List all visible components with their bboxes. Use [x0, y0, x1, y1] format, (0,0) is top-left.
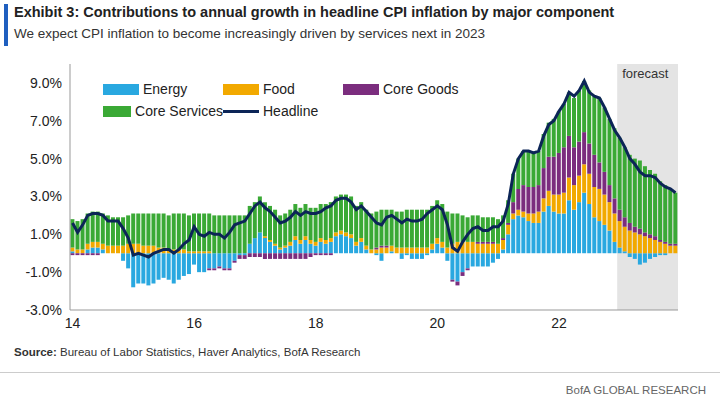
svg-text:16: 16: [186, 315, 202, 331]
svg-text:1.0%: 1.0%: [30, 226, 62, 242]
html-text:Source: Bureau of Labor Statis: Source: Bureau of Labor Statistics, Have…: [14, 346, 361, 358]
svg-text:3.0%: 3.0%: [30, 188, 62, 204]
svg-text:20: 20: [430, 315, 446, 331]
svg-text:7.0%: 7.0%: [30, 113, 62, 129]
svg-text:22: 22: [551, 315, 567, 331]
html-text:BofA GLOBAL RESEARCH: BofA GLOBAL RESEARCH: [565, 384, 706, 396]
svg-text:14: 14: [65, 315, 81, 331]
html-text:We expect CPI inflation to bec: We expect CPI inflation to become increa…: [14, 26, 485, 41]
svg-text:18: 18: [308, 315, 324, 331]
svg-text:-1.0%: -1.0%: [25, 264, 62, 280]
html-text:Core Goods: Core Goods: [383, 81, 459, 97]
svg-text:5.0%: 5.0%: [30, 151, 62, 167]
html-text:Food: Food: [263, 81, 295, 97]
svg-text:-3.0%: -3.0%: [25, 302, 62, 318]
svg-text:forecast: forecast: [622, 66, 669, 81]
html-text:Headline: Headline: [263, 103, 319, 119]
html-text:Energy: Energy: [143, 81, 188, 97]
html-text:Core Services: Core Services: [135, 103, 223, 119]
html-text:Exhibit 3: Contributions to an: Exhibit 3: Contributions to annual growt…: [14, 4, 615, 20]
svg-text:9.0%: 9.0%: [30, 75, 62, 91]
